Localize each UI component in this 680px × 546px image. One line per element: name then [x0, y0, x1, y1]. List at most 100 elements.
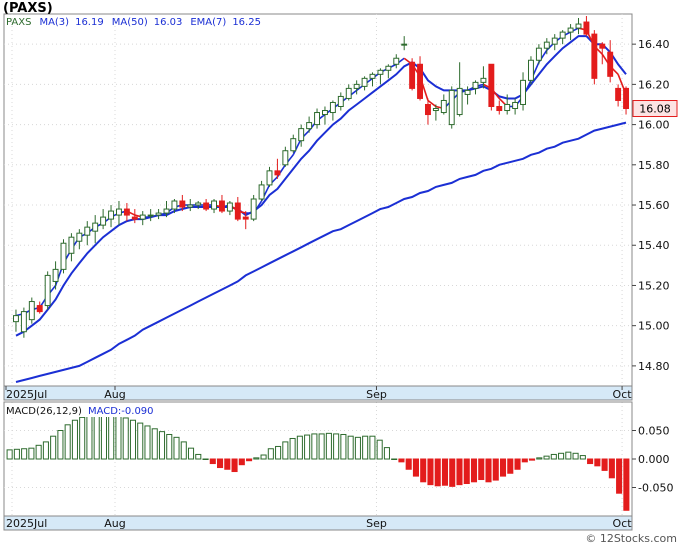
candle-body [345, 87, 352, 99]
macd-bar [296, 435, 303, 460]
macd-bar [195, 453, 202, 460]
candle-body [298, 128, 305, 142]
macd-bar [318, 433, 325, 460]
price-date-axis [3, 385, 633, 401]
macd-bar [420, 458, 427, 483]
macd-bar [217, 458, 224, 469]
macd-bar [325, 432, 332, 460]
candle-body [615, 87, 622, 101]
macd-bar [137, 422, 144, 460]
macd-bar [601, 458, 608, 471]
macd-bar [478, 458, 485, 481]
candle-body [607, 51, 614, 77]
candle-body [163, 208, 170, 214]
legend-ma3-value: 16.19 [75, 17, 104, 28]
macd-bar [427, 458, 434, 486]
candle-body [250, 198, 257, 220]
macd-bar [28, 447, 35, 460]
candle-body [226, 202, 233, 212]
macd-date-label: Sep [366, 517, 387, 530]
macd-bar [369, 435, 376, 460]
candle-body [488, 63, 495, 107]
macd-bar [238, 458, 245, 466]
macd-bar [470, 458, 478, 483]
macd-legend-label: MACD(26,12,9) [6, 406, 82, 417]
macd-panel: 0.050 0.000 -0.050 MACD(26,12,9) MACD:-0.090… [3, 401, 673, 531]
macd-bar [333, 433, 340, 460]
macd-bar [21, 448, 28, 460]
candle-body [401, 43, 408, 46]
candle-body [559, 31, 566, 39]
macd-bar [86, 415, 93, 460]
macd-bar [187, 447, 195, 460]
macd-bar [499, 458, 507, 477]
macd-bar [492, 458, 499, 481]
macd-bar [383, 447, 390, 460]
macd-bar [57, 430, 64, 460]
candle-body [108, 210, 114, 220]
macd-bar [579, 455, 586, 460]
candle-body [504, 103, 511, 112]
macd-bar [558, 452, 565, 460]
legend-ema7-value: 16.25 [232, 17, 261, 28]
candle-body [496, 105, 503, 112]
candle-body [92, 222, 99, 232]
macd-bar [289, 437, 296, 460]
candle-body [329, 101, 336, 114]
candle-body [409, 61, 416, 89]
candle-body [369, 73, 376, 79]
macd-bar [209, 458, 216, 465]
macd-tick-label: -0.050 [638, 482, 673, 495]
candle-body [575, 23, 582, 29]
macd-bar [202, 458, 209, 460]
candle-body [432, 108, 439, 112]
candle-body [377, 69, 384, 75]
macd-bar [304, 434, 311, 460]
candle-body [131, 216, 138, 220]
candle-body [155, 212, 162, 216]
candle-body [353, 83, 360, 89]
candle-body [456, 87, 463, 116]
candle-body [322, 110, 328, 116]
candle-body [591, 33, 598, 79]
chart-title: (PAXS) [3, 1, 53, 16]
macd-bar [6, 449, 13, 460]
copyright: © 12Stocks.com [585, 532, 677, 545]
candle-body [116, 208, 122, 216]
ma3-segment [292, 138, 302, 156]
price-tick-label: 16.20 [638, 78, 670, 91]
legend-ema7-label: EMA(7) [190, 17, 226, 28]
macd-bar [347, 435, 354, 460]
macd-bar [35, 444, 42, 460]
macd-bar [354, 436, 361, 460]
candle-body [147, 214, 154, 217]
candle-body [219, 200, 225, 212]
macd-bar [391, 458, 398, 460]
legend-ma50-label: MA(50) [112, 17, 148, 28]
candle-body [425, 103, 431, 116]
candle-body [274, 170, 281, 176]
candle-body [68, 236, 75, 254]
candle-body [535, 47, 542, 61]
macd-bar [275, 445, 282, 460]
candle-body [599, 43, 606, 49]
candle-body [258, 184, 265, 200]
macd-bar [50, 435, 57, 460]
candle-body [393, 57, 400, 65]
candle-body [551, 37, 558, 45]
macd-bar [224, 458, 231, 470]
candle-body [123, 208, 130, 216]
price-panel: 14.80 15.00 15.20 15.40 15.60 15.80 16.00 16.20… [3, 13, 678, 401]
macd-bar [158, 431, 166, 460]
macd-bar [536, 457, 543, 460]
macd-bar [456, 458, 463, 486]
candle-body [139, 214, 146, 220]
macd-date-axis [3, 515, 633, 531]
macd-bar [587, 458, 594, 465]
macd-bar [253, 457, 260, 460]
macd-bar [463, 458, 470, 485]
price-tick-label: 15.40 [638, 239, 670, 252]
date-tick-label: Oct [613, 388, 633, 401]
macd-bar [129, 419, 137, 460]
